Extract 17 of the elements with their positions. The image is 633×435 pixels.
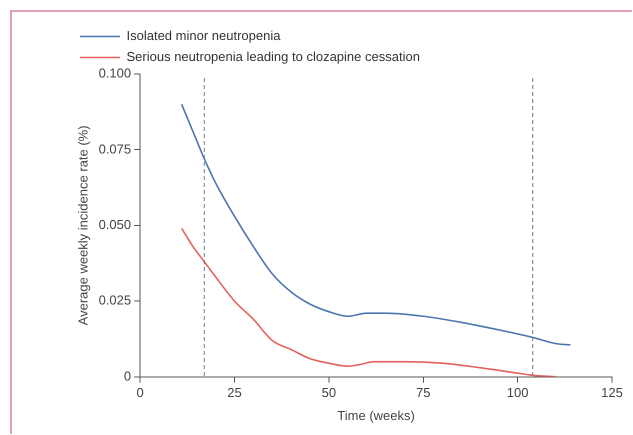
x-tick-label: 25 xyxy=(227,385,242,400)
legend-label: Isolated minor neutropenia xyxy=(126,28,282,44)
y-tick-label: 0.025 xyxy=(98,292,132,308)
x-axis-title: Time (weeks) xyxy=(337,408,415,423)
legend-label: Serious neutropenia leading to clozapine cessation xyxy=(126,49,420,64)
y-tick-label: 0.075 xyxy=(98,141,132,156)
y-tick-label: 0 xyxy=(124,368,132,384)
line-series xyxy=(180,103,572,346)
x-tick-label: 75 xyxy=(416,385,430,400)
x-tick-label: 125 xyxy=(601,385,623,400)
y-tick-label: 0.050 xyxy=(98,216,132,232)
y-axis-title: Average weekly incidence rate (%) xyxy=(75,125,90,326)
x-tick-label: 0 xyxy=(136,385,144,400)
y-tick-label: 0.100 xyxy=(98,66,132,81)
x-tick-label: 100 xyxy=(506,385,528,400)
line-series xyxy=(180,228,556,377)
x-tick-label: 50 xyxy=(322,385,336,400)
